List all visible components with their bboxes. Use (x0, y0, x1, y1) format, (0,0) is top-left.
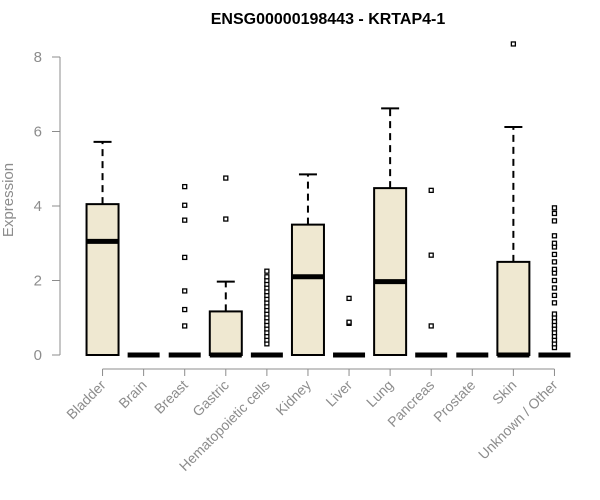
outlier-point (182, 202, 188, 208)
box-rect (373, 187, 408, 356)
box-gastric (208, 175, 243, 358)
plot-area (85, 41, 571, 358)
x-tick-label: Skin (489, 377, 520, 408)
outlier-point (428, 187, 434, 194)
outlier-point (182, 306, 188, 313)
y-tick-label: 8 (34, 49, 42, 66)
outlier-point (551, 240, 558, 246)
outlier-point (182, 323, 188, 329)
y-tick-label: 2 (34, 273, 42, 290)
x-tick-label: Brain (115, 377, 149, 411)
outlier-point (223, 216, 229, 222)
outlier-point (551, 300, 558, 306)
outlier-point (264, 274, 270, 280)
box-hematopoietic-cells (250, 268, 283, 358)
box-rect (290, 223, 325, 356)
chart-title: ENSG00000198443 - KRTAP4-1 (211, 11, 446, 28)
outlier-point (510, 41, 517, 47)
box-rect (85, 203, 120, 356)
x-tick-label: Lung (363, 377, 396, 410)
outlier-point (551, 210, 558, 217)
y-axis-label: Expression (0, 163, 17, 237)
y-tick-label: 0 (34, 347, 42, 364)
box-kidney (290, 173, 325, 356)
outlier-point (346, 295, 352, 302)
outlier-point (428, 323, 434, 329)
box-liver (333, 295, 366, 358)
outlier-point (346, 319, 352, 325)
outlier-point (182, 183, 188, 190)
outlier-point (182, 217, 188, 223)
outlier-point (428, 252, 434, 258)
box-skin (496, 41, 531, 358)
outlier-point (551, 233, 558, 239)
outlier-point (182, 254, 188, 261)
x-tick-label: Bladder (63, 377, 109, 423)
y-axis: 0 2 4 6 8 (34, 49, 61, 364)
y-tick-label: 4 (34, 198, 42, 215)
outlier-point (551, 311, 558, 317)
box-unknown-other (538, 205, 571, 358)
box-lung (373, 107, 408, 356)
box-bladder (85, 140, 120, 356)
box-pancreas (415, 187, 448, 358)
y-tick-label: 6 (34, 124, 42, 141)
x-tick-label: Kidney (272, 377, 314, 419)
outlier-point (551, 205, 558, 211)
x-tick-label: Breast (151, 377, 191, 417)
box-rect (208, 310, 243, 357)
box-rect (496, 260, 531, 356)
outlier-point (551, 277, 558, 284)
outlier-point (223, 175, 229, 181)
outlier-point (182, 288, 188, 294)
outlier-point (551, 266, 558, 272)
outlier-point (551, 285, 558, 291)
x-tick-label: Prostate (430, 377, 478, 425)
box-breast (168, 183, 201, 358)
outlier-point (551, 259, 558, 265)
outlier-point (551, 218, 558, 224)
x-tick-label: Liver (322, 377, 355, 410)
outlier-point (551, 251, 558, 258)
outlier-point (264, 268, 270, 274)
outlier-point (551, 292, 558, 299)
